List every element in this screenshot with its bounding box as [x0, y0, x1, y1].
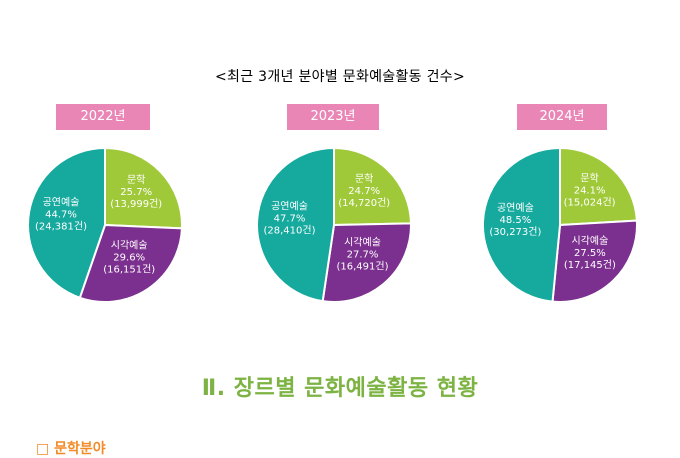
slice-count: (16,491건) — [337, 260, 389, 272]
slice-count: (30,273건) — [489, 226, 541, 238]
pie-slice-visual-arts — [551, 219, 638, 304]
slice-name: 문학 — [127, 174, 145, 186]
pie-slice-performing-arts — [256, 146, 335, 303]
slice-name: 시각예술 — [571, 235, 608, 247]
slice-count: (24,381건) — [35, 221, 87, 233]
slice-name: 시각예술 — [111, 240, 148, 252]
slice-name: 공연예술 — [271, 201, 308, 213]
year-badge-2022: 2022년 — [56, 104, 150, 130]
pie-slice-literature — [559, 146, 638, 227]
chart-title: <최근 3개년 분야별 문화예술활동 건수> — [215, 69, 465, 85]
year-badge-2023: 2023년 — [287, 104, 379, 130]
report-page: <최근 3개년 분야별 문화예술활동 건수> 2022년 2023년 2024년… — [27, 69, 638, 457]
slice-name: 시각예술 — [344, 236, 381, 248]
slice-count: (16,151건) — [103, 264, 155, 276]
slice-percent: 27.7% — [347, 249, 379, 260]
slice-count: (13,999건) — [110, 198, 162, 210]
slice-count: (28,410건) — [264, 225, 316, 237]
slice-count: (17,145건) — [564, 259, 616, 271]
slice-percent: 29.6% — [113, 253, 145, 264]
slice-percent: 27.5% — [574, 248, 606, 259]
year-badge-2024: 2024년 — [517, 104, 607, 130]
slice-name: 공연예술 — [43, 197, 80, 209]
slice-percent: 44.7% — [45, 210, 77, 221]
slice-percent: 48.5% — [500, 215, 532, 226]
pie-slice-visual-arts — [321, 222, 412, 303]
slice-name: 문학 — [580, 173, 598, 185]
pie-slice-performing-arts — [481, 146, 561, 303]
pie-slice-literature — [333, 146, 413, 227]
slice-percent: 24.1% — [574, 186, 606, 197]
slice-count: (15,024건) — [564, 197, 616, 209]
section-title: Ⅱ. 장르별 문화예술활동 현황 — [201, 376, 479, 401]
pie-slice-visual-arts — [78, 223, 183, 303]
slice-percent: 47.7% — [274, 214, 306, 225]
slice-name: 문학 — [355, 173, 373, 185]
pie-slice-literature — [104, 146, 183, 230]
slice-name: 공연예술 — [497, 202, 534, 214]
slice-percent: 24.7% — [348, 186, 380, 197]
pie-slice-performing-arts — [27, 146, 106, 300]
section-subheading: □ 문학분야 — [36, 441, 106, 457]
slice-count: (14,720건) — [338, 197, 390, 209]
slice-percent: 25.7% — [120, 187, 152, 198]
